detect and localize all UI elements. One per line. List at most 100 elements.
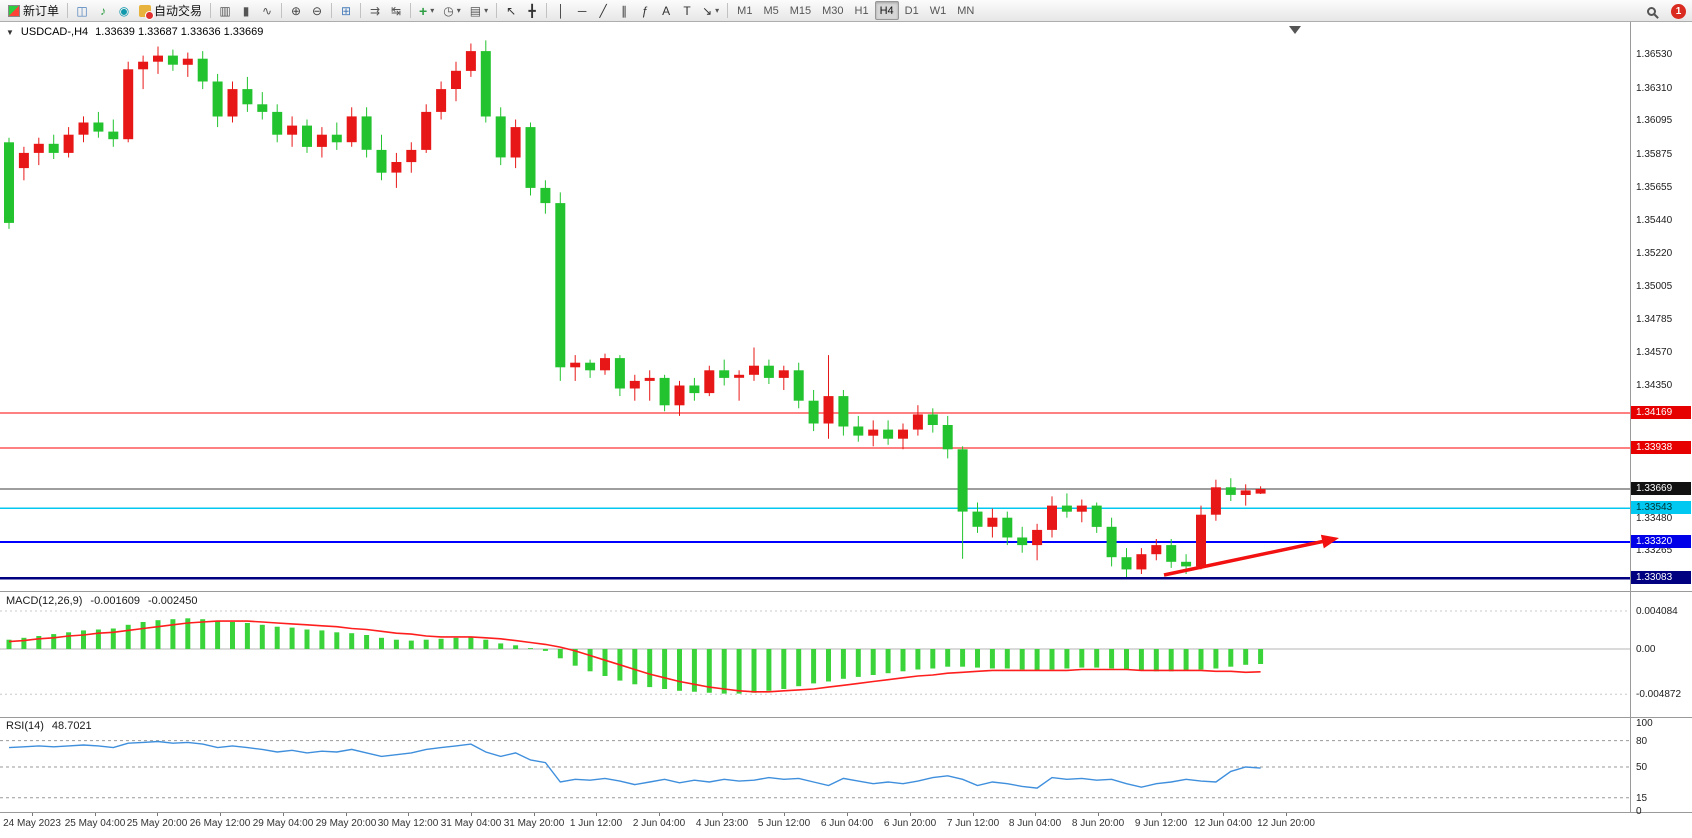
candle-body (808, 400, 819, 424)
time-tick (346, 813, 347, 816)
candle-body (1032, 529, 1043, 546)
macd-value: -0.001609 (90, 595, 140, 607)
time-tick (157, 813, 158, 816)
candle-body (346, 116, 357, 143)
new-order-button[interactable]: 新订单 (4, 1, 63, 20)
candle-body (63, 134, 74, 153)
crosshair-button[interactable]: ╋ (522, 1, 542, 20)
auto-trading-icon (139, 4, 155, 20)
timeframe-m15-button[interactable]: M15 (785, 1, 816, 20)
time-tick (1286, 813, 1287, 816)
channel-button[interactable]: ∥ (614, 1, 634, 20)
horizontal-line-button[interactable]: ─ (572, 1, 592, 20)
indicators-button[interactable]: + ▾ (415, 1, 438, 20)
macd-signal-line (8, 620, 1261, 693)
sound-button[interactable]: ♪ (93, 1, 113, 20)
candle-body (1151, 545, 1162, 555)
line-chart-button[interactable]: ∿ (257, 1, 277, 20)
globe-icon: ◉ (118, 3, 130, 18)
price-tick: 1.35655 (1636, 182, 1673, 193)
arrows-button[interactable]: ↘ ▾ (698, 1, 723, 20)
timeframe-m1-button[interactable]: M1 (732, 1, 757, 20)
candlestick-button[interactable]: ▮ (236, 1, 256, 20)
timeframe-d1-button[interactable]: D1 (900, 1, 924, 20)
time-tick (471, 813, 472, 816)
candle-body (1225, 487, 1236, 495)
auto-trading-button[interactable]: 自动交易 (135, 1, 206, 20)
trend-arrow-line[interactable] (1163, 538, 1328, 577)
toolbar-separator (67, 3, 69, 18)
candle-body (883, 429, 894, 439)
candle-body (436, 89, 447, 112)
date-label: 5 Jun 12:00 (757, 818, 811, 829)
search-button[interactable] (1641, 2, 1661, 21)
candle-body (1181, 561, 1192, 567)
vertical-line-button[interactable]: │ (551, 1, 571, 20)
periods-icon: ◷ (443, 3, 454, 18)
chart-shift-marker[interactable] (1289, 26, 1301, 34)
timeframe-mn-button[interactable]: MN (952, 1, 979, 20)
trend-arrow-head[interactable] (1320, 534, 1339, 549)
candle-body (525, 127, 536, 188)
tile-windows-icon: ⊞ (341, 3, 352, 18)
candle-body (1240, 490, 1251, 495)
macd-axis: 0.004084 0.00 -0.004872 (1631, 592, 1692, 717)
tile-windows-button[interactable]: ⊞ (336, 1, 356, 20)
candle-body (376, 149, 387, 173)
price-tick: 1.35220 (1636, 248, 1673, 259)
toolbar-separator (496, 3, 498, 18)
candle-body (48, 143, 59, 153)
macd-plot[interactable] (0, 592, 1630, 717)
rsi-name: RSI(14) (6, 720, 44, 732)
candle-body (33, 143, 44, 153)
bar-chart-button[interactable]: ▥ (215, 1, 235, 20)
candle-body (540, 187, 551, 204)
timeframe-h1-button[interactable]: H1 (850, 1, 874, 20)
timeframe-m5-button[interactable]: M5 (758, 1, 783, 20)
rsi-tick: 50 (1636, 762, 1648, 773)
time-tick (659, 813, 660, 816)
dropdown-arrow-icon: ▾ (715, 6, 720, 15)
timeframe-h4-button[interactable]: H4 (874, 1, 899, 20)
toolbar-separator (410, 3, 412, 18)
candle-body (614, 358, 625, 389)
time-tick (1098, 813, 1099, 816)
timeframe-w1-button[interactable]: W1 (925, 1, 952, 20)
charts-window-button[interactable]: ◫ (72, 1, 92, 20)
toolbar-separator (210, 3, 212, 18)
community-button[interactable]: ◉ (114, 1, 134, 20)
zoom-out-button[interactable]: ⊖ (307, 1, 327, 20)
time-tick (910, 813, 911, 816)
timeframe-m30-button[interactable]: M30 (817, 1, 848, 20)
dropdown-arrow-icon: ▾ (456, 6, 461, 15)
price-tick: 1.34570 (1636, 347, 1673, 358)
templates-button[interactable]: ▤ ▾ (466, 1, 492, 20)
cursor-button[interactable]: ↖ (501, 1, 521, 20)
rsi-plot[interactable] (0, 718, 1630, 812)
auto-scroll-button[interactable]: ⇉ (365, 1, 385, 20)
ohlc-values: 1.33639 1.33687 1.33636 1.33669 (95, 26, 264, 38)
panel-separator[interactable] (0, 717, 1692, 718)
horizontal-line-icon: ─ (577, 3, 587, 18)
text-label-button[interactable]: T (677, 1, 697, 20)
time-axis[interactable]: 24 May 2023 25 May 04:00 25 May 20:00 26 Ma… (0, 813, 1630, 838)
date-label: 12 Jun 20:00 (1257, 818, 1315, 829)
time-tick (973, 813, 974, 816)
candle-body (421, 111, 432, 150)
date-label: 8 Jun 04:00 (1008, 818, 1062, 829)
text-button[interactable]: A (656, 1, 676, 20)
notification-badge[interactable]: 1 (1671, 4, 1686, 19)
zoom-in-button[interactable]: ⊕ (286, 1, 306, 20)
main-plot[interactable] (0, 23, 1630, 591)
candle-body (898, 429, 908, 439)
panel-separator[interactable] (0, 591, 1692, 592)
toolbar-separator (727, 3, 729, 18)
price-tick: 1.36310 (1636, 83, 1673, 94)
fibonacci-button[interactable]: ƒ (635, 1, 655, 20)
collapse-icon[interactable]: ▼ (6, 27, 14, 37)
toolbar-separator (546, 3, 548, 18)
trendline-button[interactable]: ╱ (593, 1, 613, 20)
price-tick: 1.34350 (1636, 380, 1673, 391)
periods-button[interactable]: ◷ ▾ (439, 1, 465, 20)
chart-shift-button[interactable]: ↹ (386, 1, 406, 20)
